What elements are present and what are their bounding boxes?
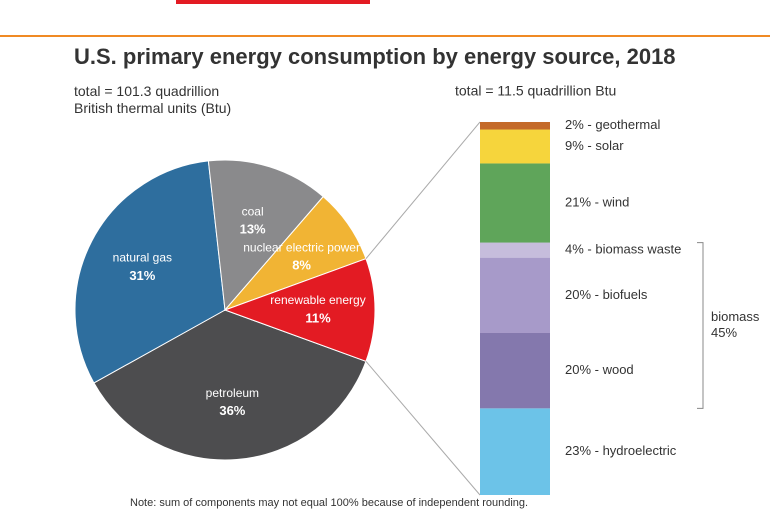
- slice-value: 31%: [129, 268, 155, 283]
- bar-segment: [480, 242, 550, 258]
- pie-slice: [74, 160, 226, 384]
- slice-label: renewable energy: [270, 293, 365, 307]
- slice-label: petroleum: [206, 386, 259, 400]
- slice-value: 11%: [305, 310, 331, 325]
- header-tab: [176, 0, 370, 4]
- bar-segment: [480, 129, 550, 164]
- connector: [365, 121, 481, 260]
- bar-subtitle: total = 11.5 quadrillion Btu: [455, 83, 616, 99]
- slice-label: nuclear electric power: [243, 240, 360, 254]
- chart-title: U.S. primary energy consumption by energ…: [74, 44, 676, 69]
- pie-subtitle: total = 101.3 quadrillion British thermal…: [74, 83, 231, 116]
- slice-label: natural gas: [113, 251, 172, 265]
- group-value: 45%: [711, 325, 737, 340]
- bar-segment: [480, 122, 550, 130]
- segment-label: 20% - wood: [565, 362, 634, 377]
- bar-segment: [480, 332, 550, 409]
- pie-slice: [93, 309, 367, 461]
- slice-value: 13%: [240, 222, 266, 237]
- footnote: Note: sum of components may not equal 10…: [130, 497, 528, 509]
- bar-segment: [480, 257, 550, 333]
- segment-label: 4% - biomass waste: [565, 242, 681, 257]
- bar-segment: [480, 408, 550, 495]
- segment-label: 9% - solar: [565, 138, 624, 153]
- slice-label: coal: [242, 204, 264, 218]
- segment-label: 21% - wind: [565, 194, 629, 209]
- pie-slice: [223, 258, 376, 362]
- pie-slice: [207, 159, 324, 312]
- group-label: biomass: [711, 309, 760, 324]
- connector: [365, 360, 481, 496]
- slice-value: 8%: [292, 258, 311, 273]
- group-bracket: [697, 242, 704, 409]
- segment-label: 2% - geothermal: [565, 117, 660, 132]
- segment-label: 20% - biofuels: [565, 287, 648, 302]
- segment-label: 23% - hydroelectric: [565, 443, 677, 458]
- slice-value: 36%: [219, 403, 245, 418]
- bar-segment: [480, 163, 550, 243]
